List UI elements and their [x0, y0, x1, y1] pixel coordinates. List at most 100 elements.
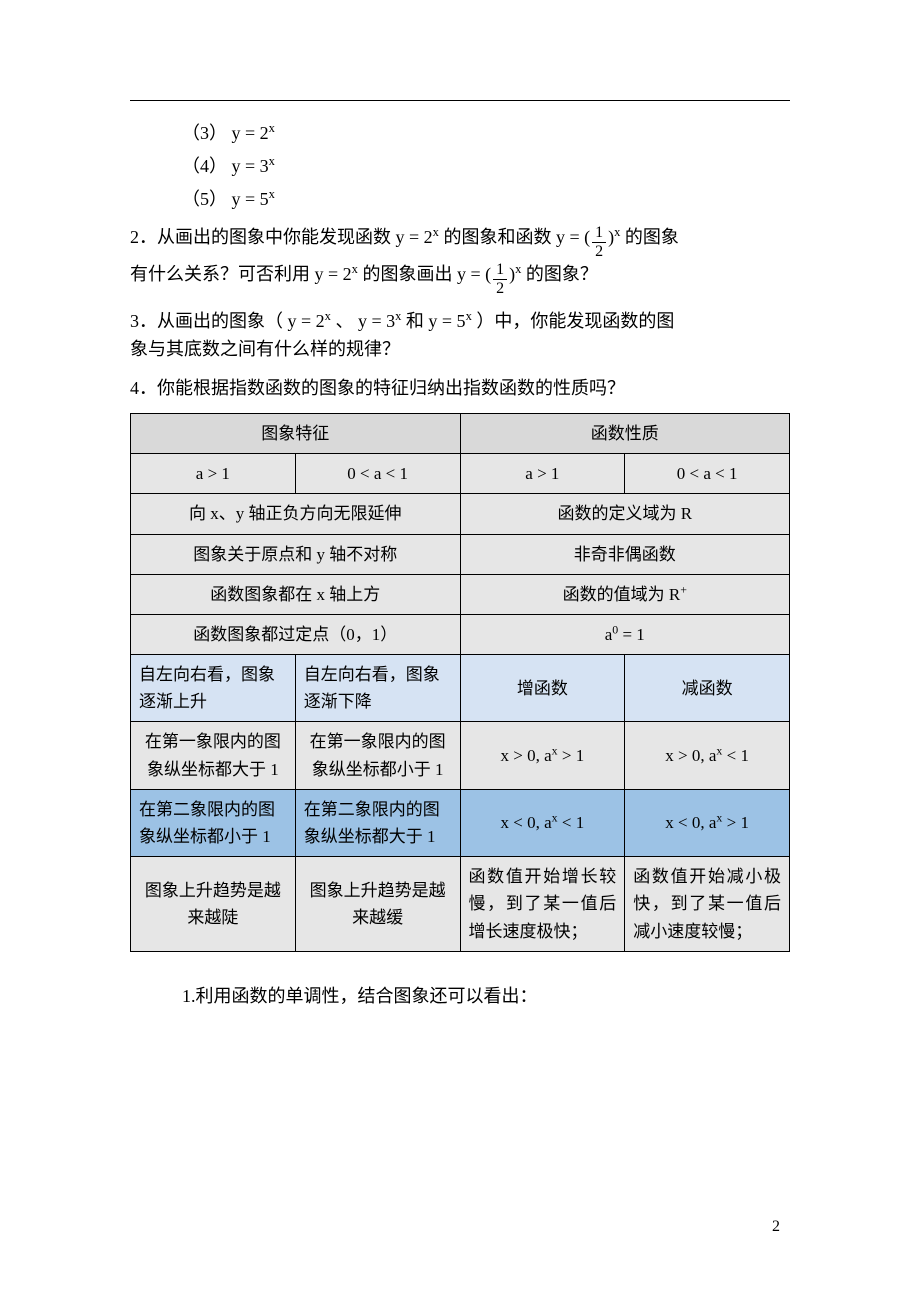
- hdr-left: 图象特征: [131, 413, 461, 453]
- sub-c3: a > 1: [460, 454, 625, 494]
- q2-g2-den: 2: [493, 280, 507, 297]
- equation-3: （3） y = 2x: [182, 119, 790, 148]
- r8-c4: x < 0, ax > 1: [625, 789, 790, 856]
- q2-line2a: 有什么关系？可否利用: [130, 264, 310, 284]
- r6-c4: 减函数: [625, 655, 790, 722]
- q2-g2-num: 1: [493, 262, 507, 280]
- r7-c4-post: < 1: [722, 746, 749, 765]
- equation-4: （4） y = 3x: [182, 152, 790, 181]
- page-number: 2: [772, 1214, 780, 1240]
- q3-e2-exp: x: [395, 309, 401, 323]
- table-row: 图象关于原点和 y 轴不对称 非奇非偶函数: [131, 534, 790, 574]
- r3-right: 非奇非偶函数: [460, 534, 790, 574]
- r8-c2: 在第二象限内的图象纵坐标都大于 1: [295, 789, 460, 856]
- hdr-right: 函数性质: [460, 413, 790, 453]
- r8-c3-post: < 1: [558, 813, 585, 832]
- q2-g2-frac: 12: [493, 262, 507, 297]
- properties-table: 图象特征 函数性质 a > 1 0 < a < 1 a > 1 0 < a < …: [130, 413, 790, 952]
- r8-c1: 在第二象限内的图象纵坐标都小于 1: [131, 789, 296, 856]
- q2-f1-exp: x: [433, 225, 439, 239]
- equation-5: （5） y = 5x: [182, 185, 790, 214]
- r8-c4-pre: x < 0, a: [665, 813, 716, 832]
- top-rule: [130, 100, 790, 101]
- q3-e2-base: y = 3: [358, 311, 395, 331]
- q3-e1-exp: x: [325, 309, 331, 323]
- q2-f2-exp: x: [614, 225, 620, 239]
- r5-right-post: = 1: [618, 625, 645, 644]
- r7-c4: x > 0, ax < 1: [625, 722, 790, 789]
- q2-line2b: 的图象画出: [362, 264, 452, 284]
- q2-g2-exp: x: [515, 262, 521, 276]
- q3-tail-a: ）中，你能发现函数的图: [476, 311, 674, 331]
- table-row: 图象上升趋势是越来越陡 图象上升趋势是越来越缓 函数值开始增长较慢，到了某一值后…: [131, 857, 790, 952]
- q2-f2-num: 1: [592, 225, 606, 243]
- q2-line2c: 的图象？: [526, 264, 598, 284]
- table-row: 图象特征 函数性质: [131, 413, 790, 453]
- q2-mid1: 的图象和函数: [443, 227, 551, 247]
- q3-e3-base: y = 5: [428, 311, 465, 331]
- table-row: 函数图象都在 x 轴上方 函数的值域为 R+: [131, 574, 790, 614]
- r6-c2: 自左向右看，图象逐渐下降: [295, 655, 460, 722]
- q2-f1-base: y = 2: [396, 227, 433, 247]
- r7-c2: 在第一象限内的图象纵坐标都小于 1: [295, 722, 460, 789]
- r9-c4: 函数值开始减小极快，到了某一值后减小速度较慢；: [625, 857, 790, 952]
- r2-right: 函数的定义域为 R: [460, 494, 790, 534]
- r9-c1: 图象上升趋势是越来越陡: [131, 857, 296, 952]
- q4-text: 4．你能根据指数函数的图象的特征归纳出指数函数的性质吗？: [130, 378, 625, 398]
- eq4-label: （4）: [182, 156, 227, 176]
- r5-right: a0 = 1: [460, 614, 790, 654]
- after-table-text: 1.利用函数的单调性，结合图象还可以看出：: [182, 982, 790, 1011]
- after-text: 1.利用函数的单调性，结合图象还可以看出：: [182, 986, 538, 1006]
- r7-c3-pre: x > 0, a: [501, 746, 552, 765]
- eq3-exp: x: [269, 121, 275, 135]
- r9-c2: 图象上升趋势是越来越缓: [295, 857, 460, 952]
- r6-c3: 增函数: [460, 655, 625, 722]
- question-2: 2．从画出的图象中你能发现函数 y = 2x 的图象和函数 y = (12)x …: [130, 223, 790, 296]
- r2-left: 向 x、y 轴正负方向无限延伸: [131, 494, 461, 534]
- r4-right-pre: 函数的值域为 R: [563, 585, 681, 604]
- q2-lead: 2．从画出的图象中你能发现函数: [130, 227, 391, 247]
- q3-line2: 象与其底数之间有什么样的规律？: [130, 339, 400, 359]
- q3-lead: 3．从画出的图象（: [130, 311, 283, 331]
- sub-c4: 0 < a < 1: [625, 454, 790, 494]
- q3-e3-exp: x: [466, 309, 472, 323]
- q2-f2-pre: y = (: [556, 227, 590, 247]
- r6-c1: 自左向右看，图象逐渐上升: [131, 655, 296, 722]
- r9-c3: 函数值开始增长较慢，到了某一值后增长速度极快；: [460, 857, 625, 952]
- eq4-exp: x: [269, 154, 275, 168]
- q2-f2-frac: 12: [592, 225, 606, 260]
- equation-list: （3） y = 2x （4） y = 3x （5） y = 5x: [182, 119, 790, 213]
- q2-tail1: 的图象: [625, 227, 679, 247]
- r4-left: 函数图象都在 x 轴上方: [131, 574, 461, 614]
- r8-c4-post: > 1: [722, 813, 749, 832]
- eq5-exp: x: [269, 187, 275, 201]
- r7-c3: x > 0, ax > 1: [460, 722, 625, 789]
- table-row: 自左向右看，图象逐渐上升 自左向右看，图象逐渐下降 增函数 减函数: [131, 655, 790, 722]
- eq4-base: y = 3: [232, 156, 269, 176]
- r4-right-sup: +: [680, 582, 687, 596]
- r4-right: 函数的值域为 R+: [460, 574, 790, 614]
- r7-c3-post: > 1: [558, 746, 585, 765]
- r7-c1: 在第一象限内的图象纵坐标都大于 1: [131, 722, 296, 789]
- eq5-base: y = 5: [232, 189, 269, 209]
- sub-c2: 0 < a < 1: [295, 454, 460, 494]
- table-row: 在第二象限内的图象纵坐标都小于 1 在第二象限内的图象纵坐标都大于 1 x < …: [131, 789, 790, 856]
- eq5-label: （5）: [182, 189, 227, 209]
- eq3-base: y = 2: [232, 123, 269, 143]
- table-row: 在第一象限内的图象纵坐标都大于 1 在第一象限内的图象纵坐标都小于 1 x > …: [131, 722, 790, 789]
- q3-e1-base: y = 2: [288, 311, 325, 331]
- r8-c3: x < 0, ax < 1: [460, 789, 625, 856]
- table-row: a > 1 0 < a < 1 a > 1 0 < a < 1: [131, 454, 790, 494]
- q3-sep1: 、: [335, 311, 353, 331]
- sub-c1: a > 1: [131, 454, 296, 494]
- question-4: 4．你能根据指数函数的图象的特征归纳出指数函数的性质吗？: [130, 374, 790, 403]
- r3-left: 图象关于原点和 y 轴不对称: [131, 534, 461, 574]
- q2-g2-pre: y = (: [457, 264, 491, 284]
- eq3-label: （3）: [182, 123, 227, 143]
- q2-f2-den: 2: [592, 243, 606, 260]
- table-row: 函数图象都过定点（0，1） a0 = 1: [131, 614, 790, 654]
- r8-c3-pre: x < 0, a: [501, 813, 552, 832]
- document-page: （3） y = 2x （4） y = 3x （5） y = 5x 2．从画出的图…: [0, 0, 920, 1300]
- q2-g1-base: y = 2: [315, 264, 352, 284]
- q3-sep2: 和: [406, 311, 424, 331]
